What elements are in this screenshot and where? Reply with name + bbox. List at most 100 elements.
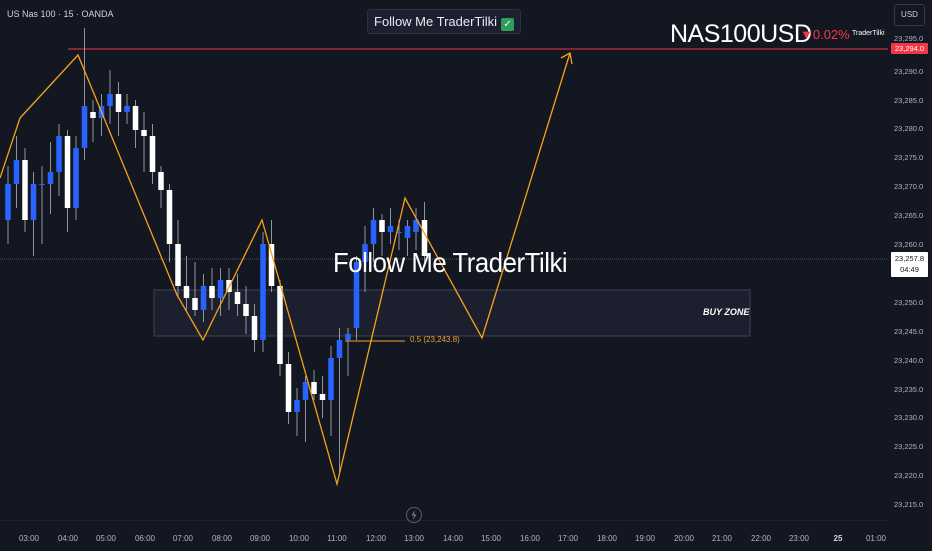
price-tick: 23,265.0 — [894, 211, 924, 220]
time-tick: 21:00 — [711, 534, 733, 543]
price-tick: 23,235.0 — [894, 385, 924, 394]
candle-body[interactable] — [149, 136, 156, 172]
time-tick: 17:00 — [557, 534, 579, 543]
candle-body[interactable] — [413, 220, 419, 232]
candle-body[interactable] — [22, 160, 28, 220]
time-tick: 05:00 — [95, 534, 117, 543]
candle-body[interactable] — [81, 106, 88, 148]
candle-body[interactable] — [141, 130, 147, 136]
candle-body[interactable] — [13, 160, 20, 184]
price-tick: 23,240.0 — [894, 356, 924, 365]
follow-text: Follow Me TraderTilki — [374, 14, 498, 29]
candle-body[interactable] — [39, 184, 45, 185]
time-tick: 06:00 — [134, 534, 156, 543]
price-tick: 23,250.0 — [894, 298, 924, 307]
candle-body[interactable] — [319, 394, 326, 400]
candle-body[interactable] — [285, 364, 292, 412]
price-change: ▼0.02% — [800, 27, 850, 42]
price-tick: 23,225.0 — [894, 442, 924, 451]
candle-body[interactable] — [336, 340, 343, 358]
candle-body[interactable] — [379, 220, 385, 232]
candle-body[interactable] — [277, 286, 283, 364]
candle-body[interactable] — [311, 382, 317, 394]
time-tick: 10:00 — [288, 534, 310, 543]
candle-body[interactable] — [421, 220, 428, 256]
current-price-value: 23,257.8 — [894, 254, 925, 263]
candle-body[interactable] — [192, 298, 198, 310]
price-axis[interactable]: 23,295.0 23,290.0 23,285.0 23,280.0 23,2… — [888, 0, 932, 520]
time-tick: 08:00 — [211, 534, 233, 543]
candle-body[interactable] — [404, 226, 411, 238]
candle-body[interactable] — [56, 136, 62, 172]
zigzag-path[interactable] — [0, 52, 571, 487]
candle-body[interactable] — [124, 106, 130, 112]
current-price-badge: 23,257.8 04:49 — [891, 252, 928, 277]
candle-body[interactable] — [251, 316, 258, 340]
candle-body[interactable] — [5, 184, 11, 220]
time-tick: 23:00 — [788, 534, 810, 543]
candle-body[interactable] — [183, 286, 190, 298]
price-tick: 23,215.0 — [894, 500, 924, 509]
time-tick: 12:00 — [365, 534, 387, 543]
time-tick: 22:00 — [750, 534, 772, 543]
currency-button[interactable]: USD — [894, 4, 925, 26]
arrow-head-icon — [560, 51, 573, 65]
price-tick: 23,220.0 — [894, 471, 924, 480]
brand-label: TraderTilki — [852, 30, 885, 37]
price-tick: 23,295.0 — [894, 34, 924, 43]
candle-body[interactable] — [200, 286, 207, 310]
time-tick: 16:00 — [519, 534, 541, 543]
candle-body[interactable] — [328, 358, 334, 400]
candle-body[interactable] — [209, 286, 215, 298]
candle-body[interactable] — [396, 232, 402, 233]
time-tick: 13:00 — [403, 534, 425, 543]
time-tick: 20:00 — [673, 534, 695, 543]
candle-body[interactable] — [166, 190, 173, 244]
candle-body[interactable] — [217, 280, 224, 298]
time-axis[interactable]: 03:00 04:00 05:00 06:00 07:00 08:00 09:0… — [0, 520, 888, 551]
time-tick: 14:00 — [442, 534, 464, 543]
watermark-text: Follow Me TraderTilki — [333, 247, 568, 278]
candle-body[interactable] — [175, 244, 181, 286]
time-tick: 19:00 — [634, 534, 656, 543]
price-tick: 23,245.0 — [894, 327, 924, 336]
candle-body[interactable] — [294, 400, 300, 412]
candle-body[interactable] — [370, 220, 377, 244]
candle-body[interactable] — [260, 244, 266, 340]
candle-body[interactable] — [107, 94, 113, 106]
candle-body[interactable] — [234, 292, 241, 304]
candle-body[interactable] — [64, 136, 71, 208]
price-tick: 23,270.0 — [894, 182, 924, 191]
price-tick: 23,260.0 — [894, 240, 924, 249]
time-tick: 18:00 — [596, 534, 618, 543]
time-tick-day: 25 — [833, 534, 843, 543]
time-tick: 07:00 — [172, 534, 194, 543]
candle-body[interactable] — [302, 382, 309, 400]
candle-body[interactable] — [362, 244, 368, 262]
candle-body[interactable] — [158, 172, 164, 190]
time-tick: 11:00 — [327, 534, 347, 543]
candle-body[interactable] — [115, 94, 122, 112]
time-tick: 15:00 — [480, 534, 502, 543]
price-tick: 23,275.0 — [894, 153, 924, 162]
check-mark-icon: ✓ — [501, 18, 515, 31]
candle-body[interactable] — [353, 262, 360, 328]
candle-body[interactable] — [243, 304, 249, 316]
time-tick: 04:00 — [57, 534, 79, 543]
price-tick: 23,290.0 — [894, 67, 924, 76]
buy-zone-label: BUY ZONE — [703, 307, 750, 317]
candle-body[interactable] — [387, 226, 394, 232]
bar-countdown: 04:49 — [900, 265, 919, 274]
price-tick: 23,230.0 — [894, 413, 924, 422]
candle-body[interactable] — [345, 334, 351, 340]
candle-body[interactable] — [30, 184, 37, 220]
candle-body[interactable] — [73, 148, 79, 208]
candle-body[interactable] — [90, 112, 96, 118]
symbol-info: US Nas 100 · 15 · OANDA — [7, 9, 114, 19]
lightning-icon[interactable] — [406, 507, 422, 523]
candle-body[interactable] — [268, 244, 275, 286]
candle-body[interactable] — [47, 172, 54, 184]
price-tick: 23,285.0 — [894, 96, 924, 105]
candle-body[interactable] — [132, 106, 139, 130]
